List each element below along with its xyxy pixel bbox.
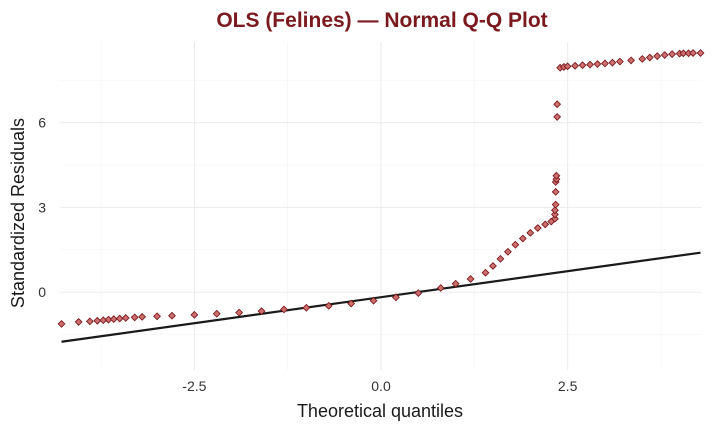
grid [60,42,702,370]
data-point [533,224,542,232]
data-point [347,299,356,308]
y-tick-label: 6 [38,115,46,131]
data-point [511,240,520,249]
data-point [586,60,594,69]
data-point [109,315,118,324]
data-point [593,60,602,68]
chart-title: OLS (Felines) — Normal Q-Q Plot [216,9,547,32]
data-point [235,308,244,317]
data-point [130,313,139,322]
y-tick-label: 3 [38,199,46,215]
data-point [696,49,705,57]
data-point [496,254,505,263]
data-point [93,316,102,325]
data-point [526,228,535,237]
data-point [257,307,266,316]
data-point [553,100,562,109]
y-axis-title: Standardized Residuals [8,118,28,308]
x-tick-label: -2.5 [182,378,206,394]
y-tick-label: 0 [38,284,46,300]
reference-line [61,251,701,343]
data-point [645,53,654,62]
data-point [653,52,662,61]
x-axis-title: Theoretical quantiles [297,401,463,421]
data-point [414,289,423,298]
data-point [627,56,636,65]
data-point [436,284,445,292]
data-point [168,311,176,320]
x-tick-label: 2.5 [558,378,578,394]
data-point [551,210,559,219]
reference-line-layer [61,251,701,343]
data-point [451,279,460,288]
data-point [601,59,609,68]
data-point [541,220,550,229]
data-point [615,57,624,66]
data-point [608,58,617,67]
data-point [121,314,130,322]
data-point [518,234,527,243]
data-point [503,247,512,256]
data-point [489,262,497,270]
data-point [553,112,562,121]
tick-labels: -2.5 0.0 2.5 0 3 6 [38,115,577,394]
data-point [153,312,161,321]
data-point [280,305,288,314]
data-point [57,319,66,328]
data-point [563,62,572,71]
data-point [138,312,147,321]
data-point [481,268,490,277]
data-point [689,49,697,57]
data-point [571,61,580,70]
data-point [466,275,475,283]
data-point [74,317,83,326]
data-point [551,187,560,196]
data-point [551,214,559,223]
data-point [115,314,124,323]
data-point [551,206,559,215]
data-point [369,296,378,305]
points-layer [57,49,705,328]
data-point [578,61,587,70]
data-point [302,303,311,312]
data-point [679,49,688,58]
data-point [190,310,199,319]
data-point [552,171,561,180]
data-point [212,309,221,318]
data-point [391,293,400,302]
data-point [85,317,94,326]
data-point [551,200,560,209]
x-tick-label: 0.0 [371,378,391,394]
data-point [638,55,647,63]
data-point [668,50,677,59]
data-point [324,301,333,310]
data-point [660,51,669,59]
